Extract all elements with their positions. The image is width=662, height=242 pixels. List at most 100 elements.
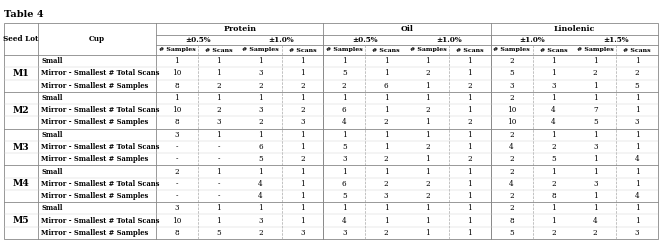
Text: 2: 2 — [509, 131, 514, 139]
Text: 1: 1 — [426, 217, 430, 225]
Text: 1: 1 — [258, 204, 263, 212]
Text: 2: 2 — [467, 119, 472, 127]
Text: M4: M4 — [13, 179, 29, 188]
Text: -: - — [218, 180, 220, 188]
Text: # Samples: # Samples — [410, 47, 446, 53]
Text: 3: 3 — [593, 143, 598, 151]
Text: 2: 2 — [300, 155, 305, 163]
Text: 1: 1 — [216, 204, 221, 212]
Text: 1: 1 — [300, 167, 305, 175]
Text: Cup: Cup — [89, 35, 105, 43]
Text: 8: 8 — [551, 192, 555, 200]
Text: 3: 3 — [258, 69, 263, 77]
Text: ±1.0%: ±1.0% — [520, 36, 545, 44]
Text: 2: 2 — [384, 180, 389, 188]
Text: 2: 2 — [426, 69, 430, 77]
Text: 4: 4 — [509, 143, 514, 151]
Text: 1: 1 — [216, 131, 221, 139]
Text: 1: 1 — [551, 131, 556, 139]
Text: 3: 3 — [342, 229, 346, 237]
Text: 2: 2 — [300, 106, 305, 114]
Text: Mirror - Smallest # Samples: Mirror - Smallest # Samples — [41, 119, 148, 127]
Text: 6: 6 — [384, 82, 389, 90]
Text: 4: 4 — [342, 217, 347, 225]
Text: 4: 4 — [258, 180, 263, 188]
Text: 1: 1 — [635, 131, 639, 139]
Text: 3: 3 — [300, 119, 305, 127]
Text: 3: 3 — [551, 82, 555, 90]
Text: 2: 2 — [551, 143, 555, 151]
Text: 2: 2 — [342, 82, 347, 90]
Text: 1: 1 — [593, 94, 598, 102]
Text: 2: 2 — [551, 229, 555, 237]
Text: 1: 1 — [384, 143, 389, 151]
Text: M1: M1 — [13, 69, 29, 78]
Text: 2: 2 — [216, 106, 221, 114]
Text: 2: 2 — [426, 143, 430, 151]
Text: -: - — [175, 180, 178, 188]
Text: Small: Small — [41, 57, 62, 65]
Text: 5: 5 — [509, 69, 514, 77]
Text: 1: 1 — [426, 82, 430, 90]
Text: 5: 5 — [593, 119, 598, 127]
Text: 4: 4 — [342, 119, 347, 127]
Text: ±1.0%: ±1.0% — [436, 36, 461, 44]
Text: 2: 2 — [467, 82, 472, 90]
Text: 2: 2 — [426, 192, 430, 200]
Text: 2: 2 — [258, 119, 263, 127]
Text: 4: 4 — [509, 180, 514, 188]
Text: 3: 3 — [593, 180, 598, 188]
Text: # Samples: # Samples — [242, 47, 279, 53]
Text: 1: 1 — [551, 167, 556, 175]
Text: 2: 2 — [300, 82, 305, 90]
Text: Small: Small — [41, 204, 62, 212]
Text: 2: 2 — [384, 155, 389, 163]
Text: # Scans: # Scans — [623, 47, 651, 53]
Text: 2: 2 — [426, 180, 430, 188]
Text: 2: 2 — [426, 106, 430, 114]
Text: 2: 2 — [216, 82, 221, 90]
Text: 8: 8 — [509, 217, 514, 225]
Text: 1: 1 — [384, 167, 389, 175]
Text: 2: 2 — [509, 167, 514, 175]
Text: 1: 1 — [384, 69, 389, 77]
Text: 1: 1 — [258, 57, 263, 65]
Text: 1: 1 — [384, 217, 389, 225]
Text: 8: 8 — [175, 229, 179, 237]
Text: 1: 1 — [467, 167, 472, 175]
Text: 2: 2 — [467, 155, 472, 163]
Text: 1: 1 — [635, 57, 639, 65]
Text: 1: 1 — [467, 217, 472, 225]
Text: 1: 1 — [467, 94, 472, 102]
Text: 1: 1 — [593, 204, 598, 212]
Text: 1: 1 — [635, 143, 639, 151]
Text: 1: 1 — [551, 94, 556, 102]
Text: 3: 3 — [635, 119, 639, 127]
Text: 1: 1 — [467, 131, 472, 139]
Text: 5: 5 — [551, 155, 555, 163]
Text: 1: 1 — [467, 57, 472, 65]
Text: 2: 2 — [258, 229, 263, 237]
Text: # Scans: # Scans — [205, 47, 232, 53]
Text: 2: 2 — [384, 119, 389, 127]
Text: Small: Small — [41, 167, 62, 175]
Text: 1: 1 — [467, 192, 472, 200]
Text: -: - — [175, 155, 178, 163]
Text: 1: 1 — [635, 167, 639, 175]
Text: 2: 2 — [175, 167, 179, 175]
Text: 1: 1 — [258, 167, 263, 175]
Text: Mirror - Smallest # Total Scans: Mirror - Smallest # Total Scans — [41, 106, 160, 114]
Text: 8: 8 — [175, 82, 179, 90]
Text: Small: Small — [41, 94, 62, 102]
Text: M2: M2 — [13, 106, 29, 115]
Text: 1: 1 — [300, 192, 305, 200]
Text: 6: 6 — [342, 180, 347, 188]
Text: 1: 1 — [300, 57, 305, 65]
Text: # Samples: # Samples — [493, 47, 530, 53]
Text: -: - — [218, 143, 220, 151]
Text: 1: 1 — [175, 94, 179, 102]
Text: 1: 1 — [342, 94, 347, 102]
Text: 1: 1 — [384, 131, 389, 139]
Text: Mirror - Smallest # Samples: Mirror - Smallest # Samples — [41, 192, 148, 200]
Text: 10: 10 — [172, 69, 181, 77]
